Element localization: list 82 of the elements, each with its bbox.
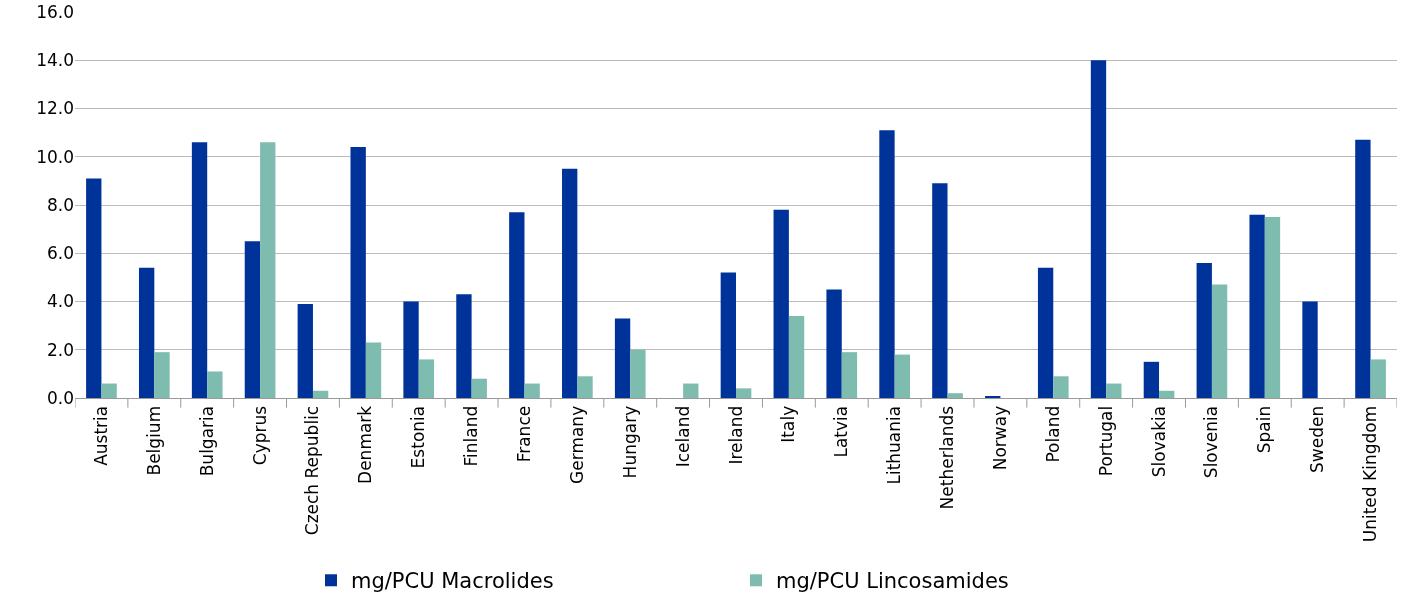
- bar: [614, 318, 631, 398]
- x-tick-label: Slovakia: [1148, 405, 1169, 478]
- bar: [471, 378, 487, 398]
- bar: [350, 147, 366, 398]
- bar: [403, 301, 419, 398]
- x-tick-label: Norway: [989, 405, 1010, 471]
- x-tick-label: France: [514, 405, 535, 463]
- bar: [1196, 262, 1212, 398]
- x-tick-label: Iceland: [672, 405, 693, 468]
- x-tick-label: Bulgaria: [196, 405, 217, 477]
- x-tick-label: Cyprus: [249, 405, 270, 466]
- bar: [947, 393, 963, 398]
- legend-label: mg/PCU Lincosamides: [776, 569, 1009, 594]
- x-tick-label: Czech Republic: [302, 405, 323, 536]
- bar: [879, 130, 895, 398]
- x-tick-label: United Kingdom: [1360, 405, 1381, 543]
- x-tick-label: Italy: [778, 405, 799, 443]
- bar: [101, 383, 117, 398]
- x-tick-label: Finland: [461, 405, 482, 467]
- bar: [720, 272, 736, 398]
- bar: [841, 352, 858, 398]
- x-tick-label: Denmark: [355, 405, 376, 484]
- x-tick-label: Ireland: [725, 405, 746, 465]
- bar: [297, 303, 313, 398]
- x-tick-label: Sweden: [1307, 405, 1328, 473]
- x-tick-label: Germany: [566, 405, 587, 484]
- bar: [630, 349, 646, 398]
- x-tick-label: Portugal: [1095, 405, 1116, 477]
- bar: [736, 388, 752, 398]
- bar: [524, 383, 540, 398]
- x-tick-label: Netherlands: [937, 405, 958, 510]
- bar: [456, 294, 472, 398]
- y-tick-label: 12.0: [36, 98, 74, 119]
- bar: [932, 183, 948, 398]
- bar: [86, 178, 102, 398]
- x-tick-label: Austria: [90, 405, 111, 466]
- bar: [1053, 376, 1069, 398]
- y-tick-label: 10.0: [36, 146, 74, 167]
- x-tick-label: Belgium: [143, 405, 164, 476]
- bar: [1249, 214, 1265, 398]
- bar: [1370, 359, 1386, 398]
- bar: [683, 383, 699, 398]
- bar: [1090, 60, 1107, 398]
- y-tick-label: 8.0: [46, 194, 74, 215]
- bar: [1159, 390, 1175, 398]
- x-tick-label: Hungary: [619, 405, 640, 479]
- bar: [1211, 284, 1228, 398]
- x-tick-label: Slovenia: [1201, 405, 1222, 479]
- bar: [244, 241, 261, 398]
- y-tick-label: 2.0: [46, 339, 74, 360]
- x-tick-label: Estonia: [408, 405, 429, 469]
- bar: [418, 359, 435, 398]
- bar: [138, 267, 155, 398]
- x-tick-label: Poland: [1042, 405, 1063, 463]
- bar: [1143, 361, 1160, 398]
- bar: [1302, 301, 1318, 398]
- bar: [788, 315, 805, 398]
- bar: [1355, 139, 1371, 398]
- bar: [365, 342, 382, 398]
- bar: [154, 352, 170, 398]
- x-tick-label: Latvia: [831, 405, 852, 458]
- bar: [826, 289, 842, 398]
- y-tick-label: 0.0: [46, 387, 74, 408]
- y-tick-label: 16.0: [36, 1, 74, 22]
- y-tick-label: 6.0: [46, 243, 74, 264]
- y-tick-label: 4.0: [46, 291, 74, 312]
- x-tick-label: Spain: [1254, 405, 1275, 454]
- bar: [773, 209, 789, 398]
- bar: [1264, 217, 1281, 398]
- bar: [577, 376, 593, 398]
- bar: [260, 142, 276, 398]
- bar: [894, 354, 910, 398]
- bar: [509, 212, 525, 398]
- x-tick-label: Lithuania: [884, 405, 905, 485]
- bar: [312, 390, 329, 398]
- bar: [207, 371, 223, 398]
- bar: [562, 168, 578, 398]
- bar: [1037, 267, 1054, 398]
- y-tick-label: 14.0: [36, 50, 74, 71]
- bar: [191, 142, 208, 398]
- legend-label: mg/PCU Macrolides: [351, 569, 554, 594]
- bar: [1106, 383, 1122, 398]
